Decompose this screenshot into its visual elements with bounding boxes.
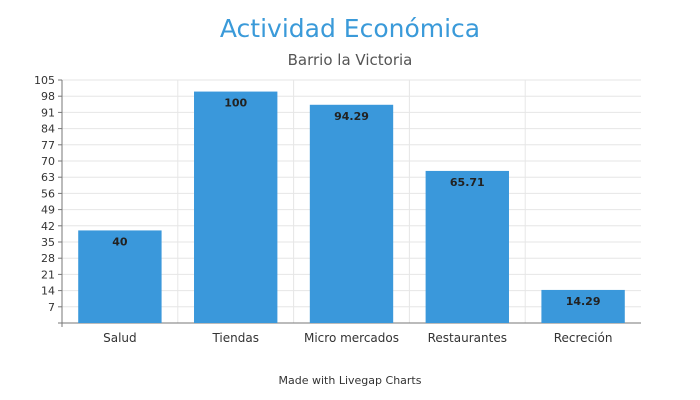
bar — [541, 289, 625, 323]
x-category-label: Salud — [103, 331, 137, 345]
y-tick-label: 14 — [41, 285, 55, 298]
bar-data-label: 100 — [224, 97, 247, 110]
bars — [78, 91, 625, 323]
bar — [309, 104, 394, 323]
y-tick-label: 105 — [34, 74, 55, 87]
bar-data-label: 94.29 — [334, 110, 369, 123]
y-tick-label: 35 — [41, 236, 55, 249]
bar — [78, 230, 162, 323]
y-tick-label: 84 — [41, 123, 55, 136]
chart-title: Actividad Económica — [220, 14, 480, 43]
y-tick-label: 91 — [41, 106, 55, 119]
bar — [425, 170, 509, 323]
y-tick-label: 42 — [41, 220, 55, 233]
y-tick-label: 21 — [41, 268, 55, 281]
y-tick-label: 70 — [41, 155, 55, 168]
bar-data-label: 14.29 — [566, 295, 601, 308]
y-tick-label: 77 — [41, 139, 55, 152]
y-tick-label: 7 — [48, 301, 55, 314]
x-category-label: Restaurantes — [428, 331, 507, 345]
y-tick-label: 56 — [41, 187, 55, 200]
y-tick-label: 63 — [41, 171, 55, 184]
y-tick-label: 98 — [41, 90, 55, 103]
footer-credit: Made with Livegap Charts — [279, 374, 422, 387]
bar-data-label: 40 — [112, 235, 128, 248]
y-tick-label: 49 — [41, 204, 55, 217]
labels: 40 Salud 100 Tiendas 94.29 Micro mercados 65.7… — [103, 97, 612, 345]
chart-subtitle: Barrio la Victoria — [288, 51, 413, 69]
y-tick-label: 28 — [41, 252, 55, 265]
x-category-label: Micro mercados — [304, 331, 399, 345]
x-category-label: Recreción — [554, 331, 613, 345]
bar — [194, 91, 278, 323]
x-category-label: Tiendas — [211, 331, 259, 345]
bar-data-label: 65.71 — [450, 176, 485, 189]
